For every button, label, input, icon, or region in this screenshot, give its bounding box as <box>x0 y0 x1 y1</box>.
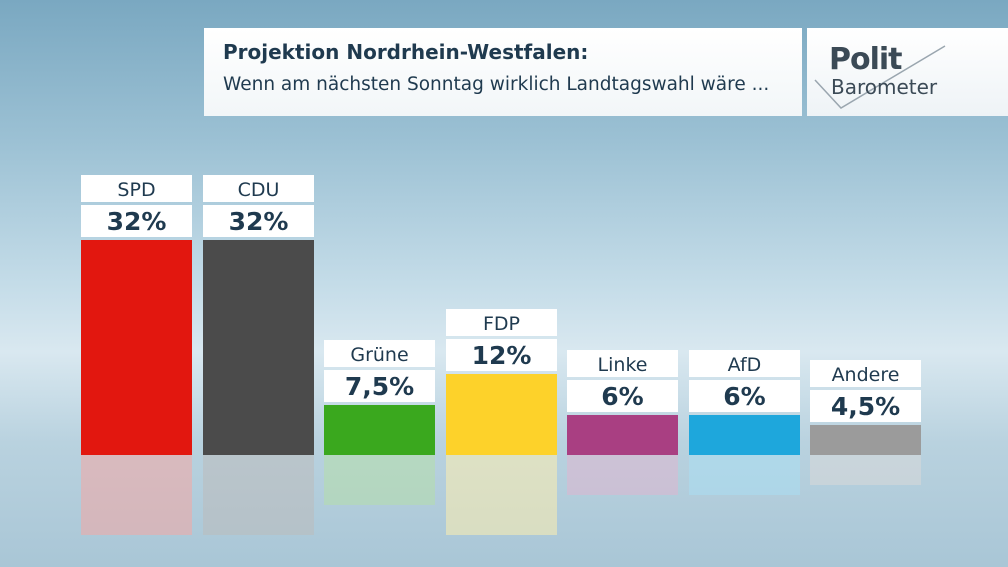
value-label: 7,5% <box>345 372 414 401</box>
bar <box>81 240 192 455</box>
value-label-box <box>203 205 314 237</box>
value-label: 32% <box>229 207 289 236</box>
value-label-box <box>446 339 557 371</box>
checkmark-icon <box>814 45 946 109</box>
chart-header: Projektion Nordrhein-Westfalen: Wenn am … <box>204 28 802 116</box>
bar-reflection <box>203 455 314 535</box>
value-label-box <box>689 380 800 412</box>
logo-line2: Barometer <box>831 75 938 99</box>
bar <box>324 405 435 455</box>
bar-reflection <box>81 455 192 535</box>
value-label-box <box>567 380 678 412</box>
category-label-box <box>203 175 314 202</box>
bar <box>689 415 800 455</box>
bar-reflection <box>324 455 435 505</box>
bar-reflection <box>446 455 557 535</box>
value-label: 12% <box>472 341 532 370</box>
bar-reflection <box>689 455 800 495</box>
category-label: SPD <box>117 179 155 201</box>
category-label-box <box>81 175 192 202</box>
value-label-box <box>324 370 435 402</box>
bar-reflection <box>567 455 678 495</box>
value-label: 6% <box>601 382 643 411</box>
category-label-box <box>567 350 678 377</box>
category-label: Andere <box>832 364 900 386</box>
value-label: 32% <box>107 207 167 236</box>
category-label-box <box>324 340 435 367</box>
category-label: FDP <box>483 313 520 335</box>
value-label: 6% <box>723 382 765 411</box>
value-label: 4,5% <box>831 392 900 421</box>
chart-title: Projektion Nordrhein-Westfalen: <box>223 40 589 64</box>
bar-reflection <box>810 455 921 485</box>
bar <box>446 374 557 455</box>
politbarometer-logo: Polit Barometer <box>807 28 1008 116</box>
bar <box>203 240 314 455</box>
category-label: Grüne <box>350 344 408 366</box>
category-label-box <box>689 350 800 377</box>
logo-line1: Polit <box>829 42 903 77</box>
chart-subtitle: Wenn am nächsten Sonntag wirklich Landta… <box>223 74 770 95</box>
value-label-box <box>810 390 921 422</box>
category-label: Linke <box>598 354 648 376</box>
category-label-box <box>446 309 557 336</box>
category-label: AfD <box>728 354 762 376</box>
bar <box>567 415 678 455</box>
bar <box>810 425 921 455</box>
value-label-box <box>81 205 192 237</box>
category-label-box <box>810 360 921 387</box>
category-label: CDU <box>238 179 280 201</box>
